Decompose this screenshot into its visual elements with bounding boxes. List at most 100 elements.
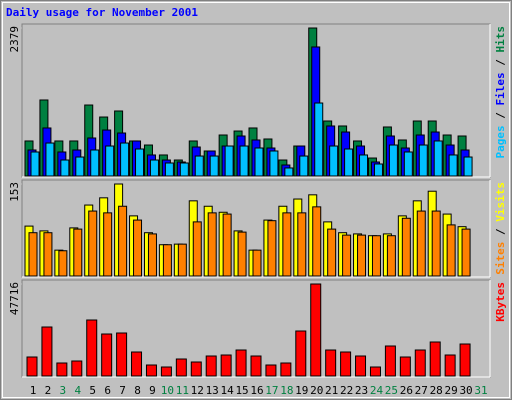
- legend-entry: Visits: [494, 182, 507, 222]
- x-tick-label: 11: [176, 384, 189, 397]
- bar: [431, 210, 441, 277]
- bar: [355, 355, 367, 377]
- bar: [235, 349, 247, 377]
- bar: [429, 341, 441, 377]
- bar: [162, 244, 172, 277]
- bar: [75, 156, 85, 177]
- legend-separator: /: [494, 222, 507, 242]
- bar: [267, 220, 277, 277]
- bar: [45, 142, 55, 177]
- bar: [265, 364, 277, 377]
- bar: [254, 147, 264, 177]
- bar: [252, 249, 262, 277]
- x-tick-label: 29: [445, 384, 458, 397]
- bar: [359, 154, 369, 177]
- bar: [131, 351, 143, 377]
- bar: [190, 361, 202, 377]
- bar: [388, 144, 398, 177]
- legend: KBytes: [494, 282, 507, 322]
- bar: [30, 151, 40, 177]
- bar: [224, 145, 234, 177]
- legend-entry: Pages: [494, 125, 507, 158]
- bar: [175, 358, 187, 377]
- x-tick-label: 8: [134, 384, 141, 397]
- bar: [145, 364, 157, 377]
- bar: [205, 355, 217, 377]
- x-tick-label: 5: [89, 384, 96, 397]
- bar: [101, 333, 113, 377]
- bar: [282, 212, 292, 277]
- bar: [314, 102, 324, 177]
- bar: [344, 148, 354, 177]
- bar: [179, 162, 189, 177]
- bar: [414, 349, 426, 377]
- bar: [284, 167, 294, 177]
- bar: [237, 231, 247, 277]
- legend-entry: Sites: [494, 242, 507, 275]
- bar: [269, 150, 279, 177]
- bar: [220, 354, 232, 377]
- bar: [26, 356, 38, 377]
- x-tick-label: 1: [30, 384, 37, 397]
- bar: [463, 156, 473, 177]
- bar: [384, 345, 396, 377]
- bar: [342, 234, 352, 277]
- y-tick-label: 2379: [8, 26, 21, 53]
- bar: [369, 366, 381, 377]
- bar: [209, 155, 219, 177]
- bar: [295, 330, 307, 377]
- x-tick-label: 24: [370, 384, 384, 397]
- bar: [403, 151, 413, 177]
- bar: [41, 326, 53, 377]
- x-tick-label: 18: [280, 384, 293, 397]
- bar: [192, 221, 202, 277]
- x-tick-label: 10: [161, 384, 174, 397]
- x-tick-label: 27: [415, 384, 428, 397]
- bar: [329, 145, 339, 177]
- bar: [90, 149, 100, 177]
- bar: [418, 144, 428, 177]
- bar: [88, 210, 98, 277]
- chart-title: Daily usage for November 2001: [6, 6, 198, 19]
- legend-separator: /: [494, 53, 507, 73]
- bar: [135, 148, 145, 177]
- bar: [416, 210, 426, 277]
- bar: [371, 235, 381, 277]
- bar: [177, 243, 187, 277]
- x-tick-label: 25: [385, 384, 398, 397]
- legend-entry: Hits: [494, 26, 507, 53]
- bar: [133, 219, 143, 277]
- bar: [60, 159, 70, 177]
- bar: [448, 154, 458, 177]
- x-tick-label: 15: [235, 384, 248, 397]
- y-tick-label: 47716: [8, 282, 21, 315]
- bar: [386, 235, 396, 277]
- x-tick-label: 12: [191, 384, 204, 397]
- bar: [207, 212, 217, 277]
- bar: [327, 228, 337, 277]
- bar: [444, 354, 456, 377]
- bar: [299, 155, 309, 177]
- bar: [56, 362, 68, 377]
- bar: [43, 232, 53, 277]
- bar: [433, 140, 443, 177]
- bar: [71, 360, 83, 377]
- x-tick-label: 16: [250, 384, 263, 397]
- bar: [105, 145, 115, 177]
- x-tick-label: 19: [295, 384, 308, 397]
- bar: [459, 343, 471, 377]
- x-tick-label: 13: [206, 384, 219, 397]
- bar: [164, 162, 174, 177]
- bar: [357, 234, 367, 277]
- x-tick-label: 6: [104, 384, 111, 397]
- x-tick-label: 2: [45, 384, 52, 397]
- bar: [73, 228, 83, 277]
- bar: [401, 217, 411, 277]
- x-tick-label: 31: [474, 384, 487, 397]
- bar: [118, 205, 128, 277]
- bar: [250, 355, 262, 377]
- x-tick-label: 3: [60, 384, 67, 397]
- bar: [312, 206, 322, 277]
- x-tick-label: 14: [221, 384, 235, 397]
